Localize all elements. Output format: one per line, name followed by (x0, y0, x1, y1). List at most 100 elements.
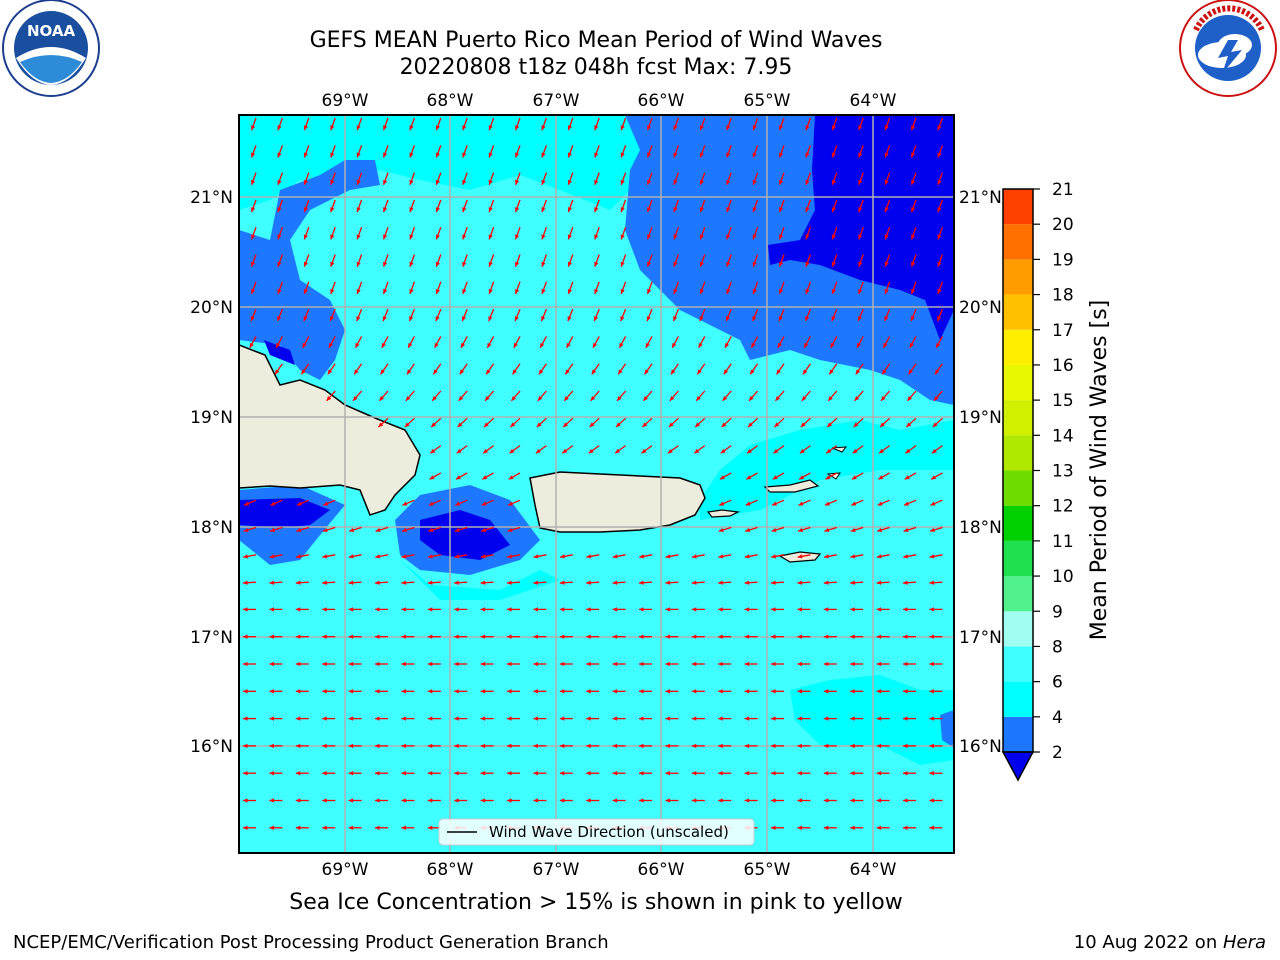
wind-wave-arrow-419 (401, 580, 415, 585)
wind-wave-arrow-16 (673, 117, 680, 131)
wind-wave-arrow-457 (691, 607, 705, 612)
footer-date-text: 10 Aug 2022 on (1073, 932, 1223, 953)
map-frame (238, 114, 955, 854)
wind-wave-arrow-354 (455, 499, 468, 506)
wind-wave-arrow-249 (432, 363, 442, 375)
wind-wave-arrow-5 (382, 117, 389, 131)
lon-tick-top-2: 67°W (533, 91, 580, 111)
wind-wave-arrow-136 (277, 254, 284, 267)
wind-wave-arrow-334 (931, 445, 943, 454)
wind-wave-arrow-454 (612, 607, 626, 612)
wind-wave-arrow-268 (934, 363, 943, 375)
wind-wave-arrow-172 (514, 281, 521, 295)
wind-wave-arrow-316 (456, 445, 468, 454)
wind-wave-arrow-394 (454, 554, 468, 559)
wind-wave-arrow-164 (303, 281, 310, 295)
wind-wave-arrow-607 (375, 771, 388, 776)
wind-wave-arrow-430 (691, 580, 705, 585)
footer-host: Hera (1222, 932, 1266, 953)
wind-wave-arrow-500 (401, 661, 415, 667)
wind-wave-arrow-629 (243, 798, 256, 803)
colorbar-tick-14: 14 (1052, 426, 1074, 446)
wind-wave-arrow-637 (454, 798, 468, 803)
wind-wave-arrow-634 (375, 798, 388, 803)
wind-wave-arrow-538 (691, 689, 705, 694)
map-legend: Wind Wave Direction (unscaled) (438, 818, 755, 846)
wind-wave-arrow-433 (770, 580, 785, 585)
wind-wave-arrow-369 (322, 526, 336, 533)
wind-wave-arrow-2 (303, 117, 310, 131)
wind-wave-arrow-201 (567, 308, 574, 322)
wind-wave-arrow-169 (435, 281, 442, 295)
lon-tick-bottom-1: 68°W (427, 860, 474, 880)
wind-wave-arrow-317 (482, 445, 494, 454)
wind-wave-arrow-149 (620, 254, 627, 267)
colorbar-extend-triangle (1001, 751, 1035, 782)
wind-wave-arrow-161 (937, 254, 944, 267)
wind-wave-arrow-489 (823, 634, 837, 639)
wind-wave-arrow-577 (295, 743, 309, 749)
colorbar-tick-6: 6 (1052, 673, 1063, 693)
wind-wave-arrow-102 (805, 199, 812, 213)
wind-wave-arrow-365 (930, 499, 943, 506)
wind-wave-arrow-449 (480, 607, 494, 612)
wind-wave-arrow-185 (858, 281, 864, 295)
colorbar-bin-11 (1003, 505, 1033, 541)
wind-wave-arrow-6 (409, 117, 416, 131)
wind-wave-arrow-549 (269, 716, 283, 721)
wind-wave-arrow-522 (269, 689, 283, 694)
wind-wave-arrow-463 (850, 607, 864, 612)
wind-wave-arrow-448 (454, 607, 468, 612)
wind-wave-arrow-81 (250, 199, 257, 213)
wind-wave-arrow-375 (480, 526, 494, 533)
wind-wave-arrow-256 (617, 363, 627, 375)
wind-wave-arrow-28 (277, 145, 284, 158)
wind-wave-arrow-582 (427, 743, 441, 749)
wind-wave-arrow-323 (641, 445, 653, 454)
wind-wave-arrow-171 (488, 281, 495, 295)
wind-wave-arrow-130 (831, 226, 838, 240)
wind-wave-arrow-651 (823, 798, 837, 803)
wind-wave-arrow-507 (586, 661, 600, 667)
wind-wave-arrow-431 (718, 580, 732, 585)
wind-wave-arrow-304 (668, 417, 679, 428)
wind-wave-arrow-619 (691, 771, 705, 776)
wind-wave-arrow-626 (876, 771, 890, 776)
wind-wave-arrow-159 (884, 254, 891, 267)
wind-wave-arrow-294 (404, 417, 415, 428)
wind-wave-arrow-118 (514, 226, 521, 240)
wind-wave-arrow-123 (646, 226, 653, 240)
wind-wave-arrow-55 (277, 172, 284, 186)
wind-wave-arrow-346 (904, 472, 917, 480)
wind-wave-arrow-428 (638, 580, 653, 585)
wind-wave-arrow-1 (277, 117, 284, 131)
wind-wave-arrow-574 (929, 716, 943, 721)
wind-wave-arrow-494 (243, 661, 256, 667)
wind-wave-arrow-400 (612, 554, 626, 559)
wind-wave-arrow-519 (903, 661, 916, 667)
wind-wave-arrow-553 (375, 716, 388, 721)
wind-wave-arrow-343 (825, 472, 838, 480)
wind-wave-arrow-377 (718, 526, 732, 533)
wind-wave-arrow-373 (428, 526, 441, 533)
wind-wave-arrow-611 (480, 771, 494, 776)
wind-wave-arrow-38 (541, 145, 548, 158)
wind-wave-arrow-137 (303, 254, 310, 267)
wind-wave-arrow-138 (330, 254, 336, 267)
wind-wave-arrow-68 (620, 172, 627, 186)
wind-wave-arrow-570 (823, 716, 837, 721)
wind-wave-arrow-310 (826, 417, 838, 428)
wind-wave-arrow-501 (427, 661, 441, 667)
wind-wave-arrow-598 (850, 743, 864, 749)
lon-tick-top-1: 68°W (427, 91, 474, 111)
wind-wave-arrow-617 (639, 771, 652, 776)
wind-wave-arrow-162 (250, 281, 257, 295)
wind-wave-arrow-153 (726, 254, 732, 267)
wind-wave-arrow-311 (853, 417, 864, 428)
wind-wave-arrow-60 (409, 172, 416, 186)
wind-wave-arrow-407 (797, 554, 811, 559)
land-virgin-islands (763, 479, 820, 493)
wind-wave-arrow-645 (665, 798, 679, 803)
wind-wave-arrow-135 (250, 254, 257, 267)
wind-wave-arrow-376 (507, 526, 521, 533)
